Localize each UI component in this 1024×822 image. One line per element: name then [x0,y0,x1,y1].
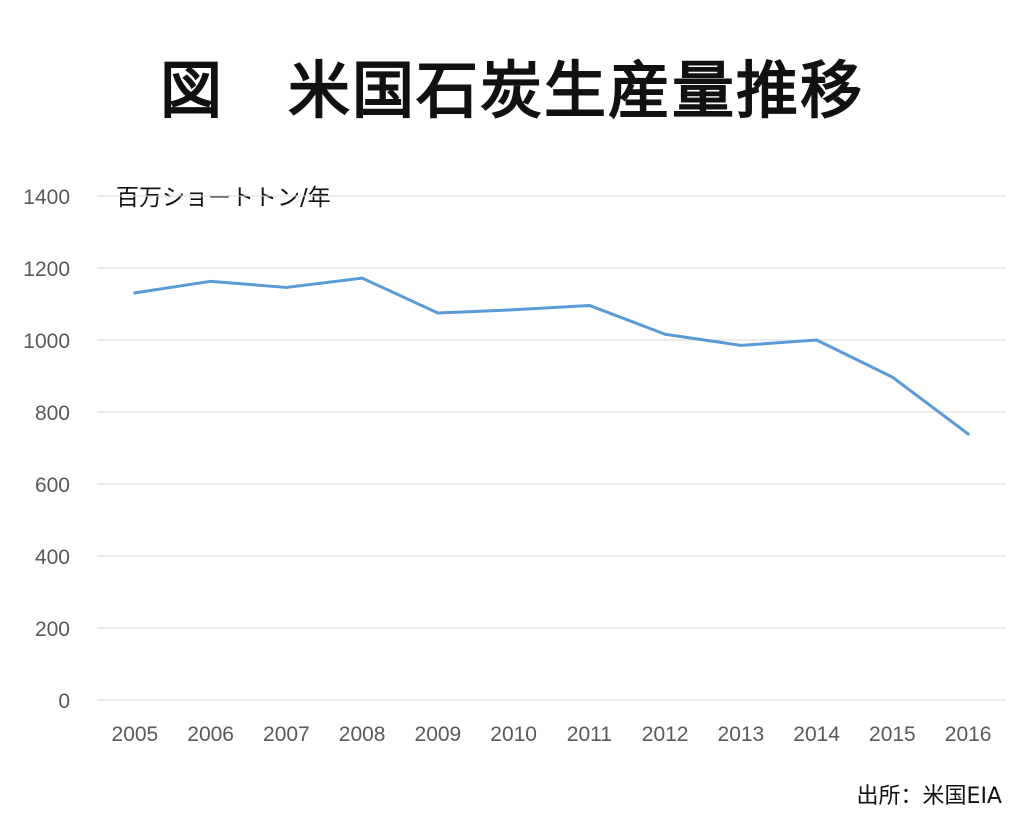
x-tick-label: 2013 [718,723,765,746]
data-point-2011 [587,303,591,307]
x-tick-label: 2005 [112,723,159,746]
data-point-2013 [739,343,743,347]
y-tick-label: 800 [35,402,70,425]
chart-title: 図 米国石炭生産量推移 [159,54,864,127]
x-tick-label: 2008 [339,723,386,746]
x-tick-label: 2014 [793,723,840,746]
y-tick-label: 0 [58,690,70,713]
x-tick-label: 2010 [490,723,537,746]
series-line [133,276,970,436]
y-axis-unit-label: 百万ショートトン/年 [116,185,331,211]
data-point-2009 [436,311,440,315]
y-tick-label: 400 [35,546,70,569]
data-point-2015 [890,375,894,379]
x-tick-label: 2012 [642,723,689,746]
data-point-2008 [360,276,364,280]
data-point-2005 [133,291,137,295]
data-point-2007 [284,285,288,289]
x-tick-label: 2006 [187,723,234,746]
y-tick-label: 1200 [23,258,70,281]
x-tick-label: 2016 [945,723,992,746]
data-point-2010 [512,308,516,312]
y-tick-label: 200 [35,618,70,641]
x-tick-label: 2011 [567,723,612,746]
source-note: 出所：米国EIA [856,784,1002,809]
x-tick-label: 2007 [263,723,310,746]
data-point-2012 [663,332,667,336]
data-point-2006 [209,279,213,283]
y-tick-label: 1400 [23,186,70,209]
x-tick-label: 2015 [869,723,916,746]
x-tick-label: 2009 [415,723,462,746]
y-tick-label: 1000 [23,330,70,353]
data-point-2016 [966,432,970,436]
y-tick-label: 600 [35,474,70,497]
data-point-2014 [815,338,819,342]
